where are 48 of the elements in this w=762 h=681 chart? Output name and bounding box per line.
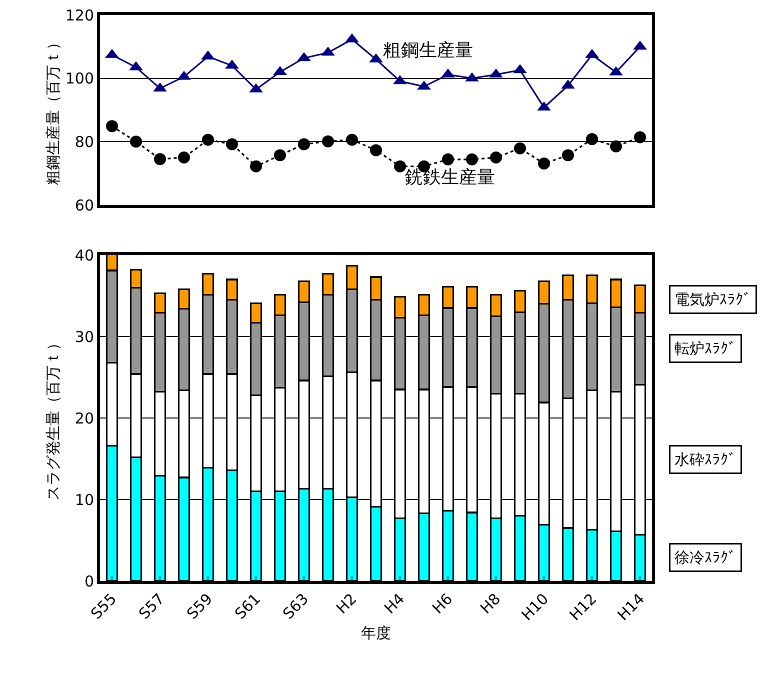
- y-tick-label: 10: [74, 490, 94, 509]
- point: [610, 140, 622, 152]
- point: [106, 120, 118, 132]
- point: [490, 152, 502, 164]
- x-axis-title: 年度: [361, 624, 391, 642]
- y-tick-label: 0: [84, 572, 94, 590]
- point: [466, 153, 478, 166]
- point: [586, 133, 598, 146]
- point: [514, 142, 526, 154]
- series-label: 転炉ｽﾗｸﾞ: [674, 340, 736, 358]
- point: [130, 136, 142, 148]
- point: [250, 160, 262, 172]
- point: [442, 153, 454, 166]
- point: [370, 144, 382, 156]
- point: [178, 152, 190, 164]
- point: [634, 131, 646, 144]
- y-tick-label: 30: [74, 328, 94, 346]
- point: [322, 135, 334, 148]
- x-tick-label: H4: [380, 590, 408, 618]
- y-tick-label: 120: [65, 6, 94, 24]
- x-tick-label: S61: [231, 590, 264, 623]
- point: [346, 134, 358, 146]
- point: [562, 149, 574, 162]
- y-tick-label: 20: [74, 409, 94, 428]
- point: [538, 158, 550, 170]
- x-tick-label: H8: [476, 590, 504, 618]
- point: [298, 138, 310, 150]
- y-tick-label: 80: [74, 132, 94, 151]
- point: [226, 138, 238, 150]
- x-tick-label: S59: [183, 590, 216, 623]
- series-label: 銑鉄生産量: [405, 167, 495, 188]
- series-label: 粗鋼生産量: [383, 40, 473, 61]
- series-label: 電気炉ｽﾗｸﾞ: [674, 290, 752, 308]
- series-label: 徐冷ｽﾗｸﾞ: [674, 548, 736, 566]
- point: [202, 134, 214, 146]
- y-axis-title: スラグ発生量（百万ｔ）: [44, 336, 62, 500]
- x-tick-label: S55: [87, 590, 120, 623]
- series-label: 水砕ｽﾗｸﾞ: [674, 450, 736, 468]
- point: [154, 153, 166, 166]
- point: [394, 160, 406, 172]
- y-tick-label: 100: [65, 70, 94, 88]
- point: [274, 149, 286, 162]
- x-tick-label: S63: [279, 590, 312, 623]
- x-tick-label: H2: [332, 590, 360, 618]
- y-tick-label: 40: [74, 246, 94, 264]
- y-tick-label: 60: [74, 196, 94, 214]
- y-axis-title: 粗鋼生産量（百万ｔ）: [44, 35, 62, 185]
- x-tick-label: H6: [428, 590, 456, 618]
